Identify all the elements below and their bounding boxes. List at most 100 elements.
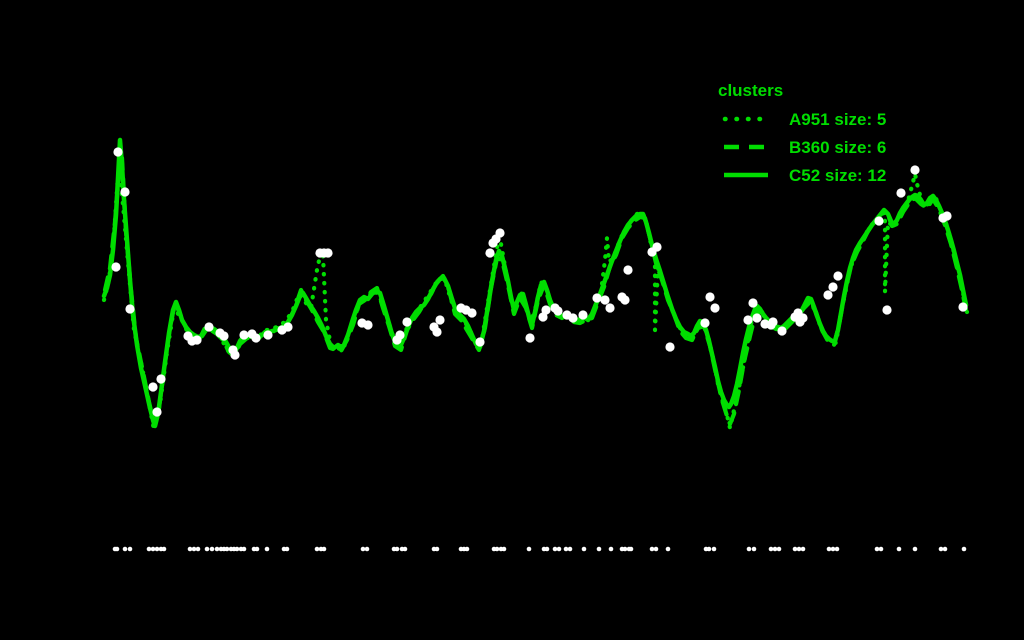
scatter-dot xyxy=(600,295,610,305)
rug-dot xyxy=(772,546,778,552)
rug-dot xyxy=(154,546,160,552)
scatter-dot xyxy=(525,333,535,343)
rug-dot xyxy=(796,546,802,552)
scatter-dot xyxy=(156,374,166,384)
scatter-dot xyxy=(605,303,615,313)
rug-dot xyxy=(314,546,320,552)
rug-dot xyxy=(122,546,128,552)
rug-dot xyxy=(241,546,247,552)
rug-dot xyxy=(874,546,880,552)
rug-dot xyxy=(394,546,400,552)
scatter-dot xyxy=(395,330,405,340)
rug-dot xyxy=(834,546,840,552)
scatter-dot xyxy=(823,290,833,300)
scatter-dot xyxy=(467,308,477,318)
rug-dot xyxy=(567,546,573,552)
scatter-dot xyxy=(323,248,333,258)
rug-dot xyxy=(321,546,327,552)
scatter-dot xyxy=(111,262,121,272)
dotted-line-sample-icon xyxy=(722,116,770,122)
legend-item-b360: B360 size: 6 xyxy=(710,133,886,161)
rug-dot xyxy=(209,546,215,552)
rug-dot xyxy=(628,546,634,552)
scatter-dot xyxy=(752,313,762,323)
rug-dot xyxy=(214,546,220,552)
scatter-dot xyxy=(402,317,412,327)
rug-dot xyxy=(224,546,230,552)
rug-dot xyxy=(146,546,152,552)
scatter-dot xyxy=(798,313,808,323)
scatter-dot xyxy=(652,242,662,252)
scatter-dot xyxy=(432,327,442,337)
scatter-dot xyxy=(204,322,214,332)
solid-line-sample-icon xyxy=(724,172,768,178)
rug-dot xyxy=(581,546,587,552)
scatter-dot xyxy=(152,407,162,417)
rug-dot xyxy=(434,546,440,552)
rug-dot xyxy=(161,546,167,552)
rug-dot xyxy=(364,546,370,552)
rug-dot xyxy=(622,546,628,552)
legend-label-a951: A951 size: 5 xyxy=(789,109,887,129)
rug-dot xyxy=(653,546,659,552)
rug-dot xyxy=(526,546,532,552)
rug-dot xyxy=(711,546,717,552)
rug-dot xyxy=(284,546,290,552)
scatter-dot xyxy=(435,315,445,325)
rug-dot xyxy=(127,546,133,552)
scatter-dot xyxy=(578,310,588,320)
scatter-dot xyxy=(710,303,720,313)
scatter-dot xyxy=(623,265,633,275)
scatter-dot xyxy=(896,188,906,198)
scatter-dot xyxy=(874,216,884,226)
scatter-dot xyxy=(495,228,505,238)
scatter-dot xyxy=(705,292,715,302)
scatter-dot xyxy=(113,147,123,157)
rug-dot xyxy=(114,546,120,552)
rug-dot xyxy=(234,546,240,552)
scatter-dot xyxy=(748,298,758,308)
scatter-dot xyxy=(958,302,968,312)
rug-dot xyxy=(204,546,210,552)
scatter-dot xyxy=(942,211,952,221)
scatter-dot xyxy=(541,305,551,315)
scatter-dot xyxy=(263,330,273,340)
rug-dot xyxy=(665,546,671,552)
scatter-dot xyxy=(475,337,485,347)
scatter-dot xyxy=(882,305,892,315)
rug-dot xyxy=(494,546,500,552)
scatter-dot xyxy=(768,317,778,327)
rug-dot xyxy=(501,546,507,552)
rug-dot xyxy=(746,546,752,552)
scatter-dot xyxy=(700,318,710,328)
scatter-dot xyxy=(148,382,158,392)
legend-item-a951: A951 size: 5 xyxy=(710,105,886,133)
rug-dot xyxy=(896,546,902,552)
rug-dot xyxy=(544,546,550,552)
scatter-dot xyxy=(553,306,563,316)
rug-dot xyxy=(596,546,602,552)
rug-dot xyxy=(942,546,948,552)
rug-dot xyxy=(961,546,967,552)
rug-dot xyxy=(706,546,712,552)
scatter-dot xyxy=(743,315,753,325)
rug-dot xyxy=(800,546,806,552)
rug-dot xyxy=(912,546,918,552)
rug-dot xyxy=(830,546,836,552)
rug-dot xyxy=(826,546,832,552)
rug-dot xyxy=(552,546,558,552)
scatter-dot xyxy=(665,342,675,352)
rug-dot xyxy=(464,546,470,552)
legend-label-c52: C52 size: 12 xyxy=(789,165,887,185)
series-line-b360 xyxy=(102,155,969,427)
legend-title: clusters xyxy=(718,81,784,100)
rug-dot xyxy=(556,546,562,552)
rug-dot xyxy=(792,546,798,552)
scatter-dot xyxy=(230,350,240,360)
scatter-dot xyxy=(620,295,630,305)
scatter-dot xyxy=(363,320,373,330)
rug-dot xyxy=(768,546,774,552)
